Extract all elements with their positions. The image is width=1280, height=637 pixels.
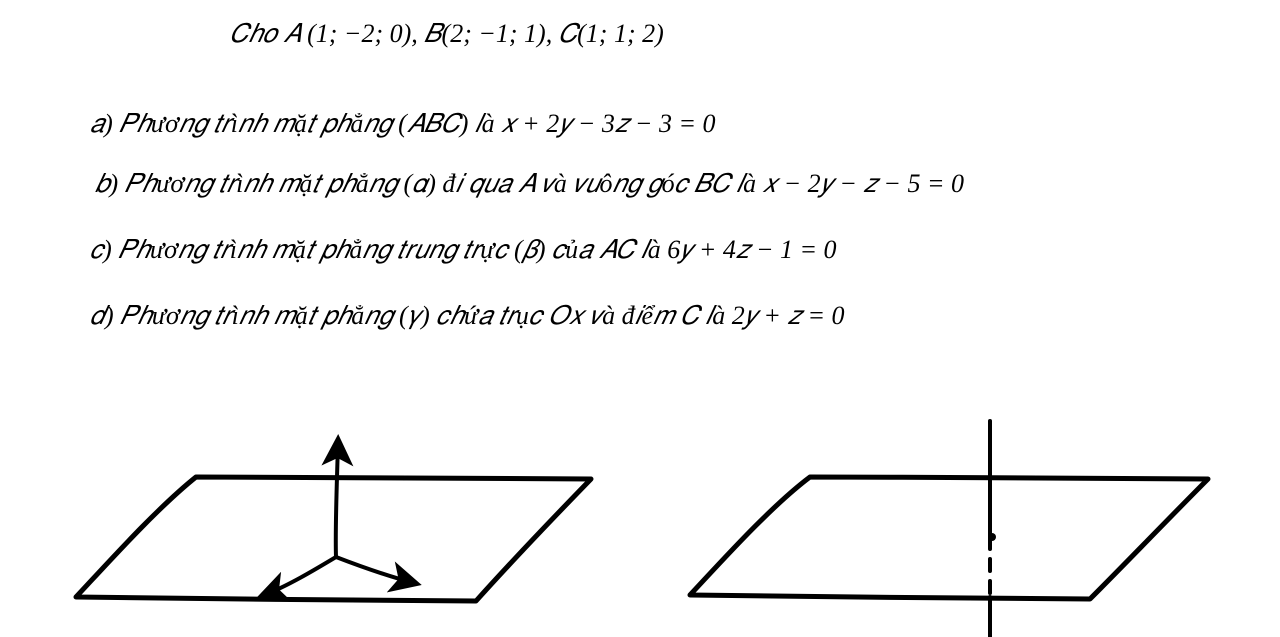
diagram-plane-with-vertical-line [660,387,1220,637]
statement-b: 𝑏) 𝑃ℎươ𝑛𝑔 𝑡𝑟ì𝑛ℎ 𝑚ặ𝑡 𝑝ℎẳ𝑛𝑔 (𝛼) đ𝑖 𝑞𝑢𝑎 𝐴 𝑣… [95,168,964,199]
statement-d: 𝑑) 𝑃ℎươ𝑛𝑔 𝑡𝑟ì𝑛ℎ 𝑚ặ𝑡 𝑝ℎẳ𝑛𝑔 (𝛾) 𝑐ℎứ𝑎 𝑡𝑟ụ𝑐 … [90,300,845,331]
given-points: 𝐶ℎ𝑜 𝐴 (1; −2; 0), 𝐵(2; −1; 1), 𝐶(1; 1; 2… [230,18,664,49]
plane-outline [76,477,591,601]
diagram-plane-with-arrows [46,387,606,637]
right-down-arrow [336,557,414,583]
up-arrow [336,442,338,557]
figures-row [0,387,1280,637]
intersection-dot [988,533,996,541]
left-down-arrow [264,557,336,595]
plane-outline [690,477,1208,599]
statement-a: 𝑎) 𝑃ℎươ𝑛𝑔 𝑡𝑟ì𝑛ℎ 𝑚ặ𝑡 𝑝ℎẳ𝑛𝑔 (𝐴𝐵𝐶) 𝑙à 𝑥 + 2… [90,108,716,139]
statement-c: 𝑐) 𝑃ℎươ𝑛𝑔 𝑡𝑟ì𝑛ℎ 𝑚ặ𝑡 𝑝ℎẳ𝑛𝑔 𝑡𝑟𝑢𝑛𝑔 𝑡𝑟ự𝑐 (𝛽)… [90,234,837,265]
page: 𝐶ℎ𝑜 𝐴 (1; −2; 0), 𝐵(2; −1; 1), 𝐶(1; 1; 2… [0,0,1280,637]
